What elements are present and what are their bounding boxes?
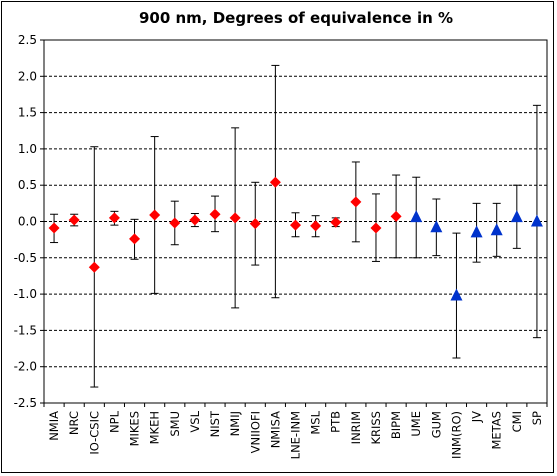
x-tick-label: NMISA xyxy=(268,411,282,448)
data-point-diamond xyxy=(310,220,322,232)
x-tick-label: UME xyxy=(409,411,423,437)
data-point-diamond xyxy=(290,219,301,231)
x-tick-label: KRISS xyxy=(369,411,383,445)
data-point-triangle xyxy=(450,288,463,301)
axis-layer xyxy=(40,39,548,407)
x-tick-label: INRIM xyxy=(349,411,363,444)
data-point-diamond xyxy=(108,212,120,224)
data-point-diamond xyxy=(169,217,181,229)
data-point-diamond xyxy=(149,209,161,221)
data-point-triangle xyxy=(470,225,483,238)
x-tick-labels: NMIA NRC IO-CSIC NPL MIKES MKEH SMU VSL NIST NMIJ… xyxy=(47,410,544,459)
x-tick-label: NIST xyxy=(208,410,222,437)
x-tick-label: MSL xyxy=(309,410,323,434)
y-tick-label: -2.0 xyxy=(14,360,37,374)
y-tick-label: -1.5 xyxy=(14,323,37,337)
x-tick-label: BIPM xyxy=(389,411,403,439)
x-tick-label: IO-CSIC xyxy=(87,411,101,455)
plot-area-border xyxy=(43,39,548,404)
y-tick-label: 2.5 xyxy=(18,33,37,47)
x-tick-label: CMI xyxy=(510,411,524,432)
data-point-triangle xyxy=(430,220,443,233)
chart-title: 900 nm, Degrees of equivalence in % xyxy=(139,9,453,27)
data-point-triangle xyxy=(510,210,523,223)
y-tick-label: -1.0 xyxy=(14,287,37,301)
x-tick-label: MKEH xyxy=(148,411,162,444)
x-tick-label: NMIA xyxy=(47,411,61,441)
data-point-diamond xyxy=(48,222,60,234)
data-point-diamond xyxy=(370,222,382,234)
marker-layer xyxy=(48,176,543,301)
data-point-diamond xyxy=(330,216,342,228)
data-point-diamond xyxy=(249,218,261,230)
x-tick-label: INM(RO) xyxy=(449,411,463,459)
x-tick-label: NMIJ xyxy=(228,411,242,436)
x-tick-label: METAS xyxy=(490,411,504,450)
y-tick-label: 2.0 xyxy=(18,69,37,83)
data-point-triangle xyxy=(410,210,423,223)
y-tick-label: 0.0 xyxy=(18,215,37,229)
data-point-diamond xyxy=(189,214,201,226)
x-tick-label: SP xyxy=(530,411,544,425)
data-point-diamond xyxy=(390,210,402,222)
x-tick-label: NPL xyxy=(107,410,121,433)
data-point-diamond xyxy=(350,196,362,208)
y-tick-label: -2.5 xyxy=(14,396,37,410)
y-tick-label: 1.0 xyxy=(18,142,37,156)
y-tick-labels: 2.5 2.0 1.5 1.0 0.5 0.0 -0.5 -1.0 -1.5 -2.0 -2.5 xyxy=(14,33,37,410)
y-tick-label: 0.5 xyxy=(18,178,37,192)
data-point-diamond xyxy=(229,212,241,224)
x-tick-label: VSL xyxy=(188,410,202,432)
x-tick-label: LNE-INM xyxy=(289,411,303,459)
data-point-diamond xyxy=(269,176,281,188)
x-tick-label: JV xyxy=(470,411,484,423)
data-point-diamond xyxy=(68,214,80,226)
x-tick-label: SMU xyxy=(168,411,182,437)
x-tick-label: NRC xyxy=(67,411,81,435)
data-point-triangle xyxy=(490,223,503,236)
x-tick-label: VNIIOFI xyxy=(248,411,262,453)
data-point-diamond xyxy=(129,233,141,245)
data-point-triangle xyxy=(530,214,543,227)
data-point-diamond xyxy=(209,208,221,220)
x-tick-label: MIKES xyxy=(128,411,142,446)
x-tick-label: PTB xyxy=(329,411,343,433)
data-point-diamond xyxy=(88,261,100,273)
x-tick-label: GUM xyxy=(429,411,443,438)
y-tick-label: -0.5 xyxy=(14,251,37,265)
y-tick-label: 1.5 xyxy=(18,106,37,120)
